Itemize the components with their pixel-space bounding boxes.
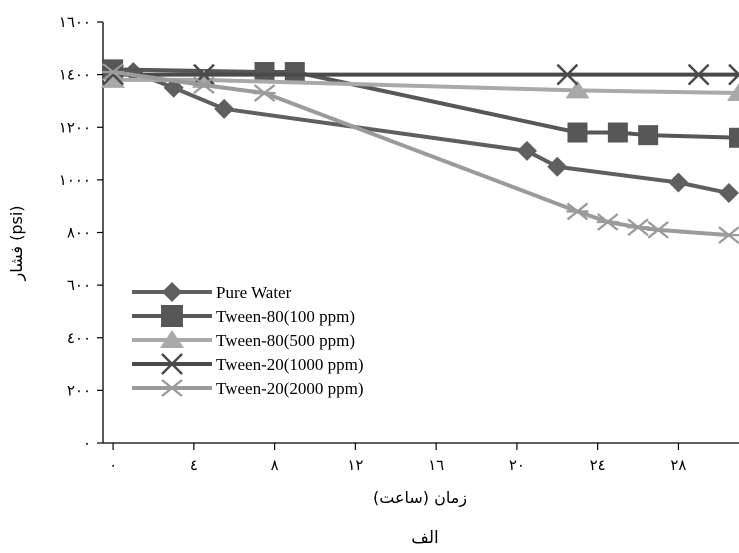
data-point — [254, 61, 275, 82]
legend-item: Tween-20(1000 ppm) — [132, 353, 364, 375]
data-point — [718, 183, 739, 204]
series-1 — [103, 59, 739, 148]
data-point — [717, 226, 739, 245]
data-point — [161, 353, 183, 375]
x-tick-label: ۱۲ — [347, 456, 363, 474]
legend-label: Tween-20(2000 ppm) — [216, 379, 364, 398]
y-tick-label: ٤۰۰ — [67, 329, 91, 347]
data-point — [162, 282, 182, 302]
data-point — [687, 63, 710, 86]
y-tick-label: ۸۰۰ — [67, 224, 91, 242]
y-tick-label: ۱۰۰۰ — [59, 171, 91, 189]
data-point — [102, 63, 125, 81]
data-point — [566, 202, 589, 221]
y-tick-label: ۱٦۰۰ — [59, 13, 91, 31]
legend-item: Tween-80(100 ppm) — [132, 305, 355, 327]
data-point — [727, 83, 739, 102]
data-point — [647, 220, 670, 239]
legend-label: Tween-80(500 ppm) — [216, 331, 355, 350]
data-point — [728, 63, 739, 86]
data-point — [192, 76, 215, 95]
data-point — [607, 122, 628, 143]
series-layer — [101, 59, 739, 245]
data-point — [214, 98, 235, 119]
data-point — [556, 63, 579, 86]
y-axis-title: فشار (psi) — [7, 205, 27, 281]
series-4 — [102, 63, 739, 245]
x-tick-label: ۱٦ — [428, 456, 444, 474]
data-point — [596, 213, 619, 231]
legend-label: Tween-80(100 ppm) — [216, 307, 355, 326]
data-point — [160, 330, 184, 348]
series-line — [112, 70, 730, 238]
y-tick-label: ۱٤۰۰ — [59, 66, 91, 84]
data-point — [668, 172, 689, 193]
x-tick-label: ۸ — [271, 456, 279, 474]
legend-label: Pure Water — [216, 283, 292, 302]
y-tick-label: ۰ — [83, 434, 91, 452]
data-point — [517, 140, 537, 161]
data-point — [193, 63, 215, 86]
data-point — [627, 218, 650, 237]
axes-layer: ۰ ۲۰۰ ٤۰۰ ٦۰۰ ۸۰۰ ۱۰۰۰ ۱۲۰۰ ۱٤۰۰ ۱٦۰۰ ۰ ٤ ۸ ۱۲ ۱٦ ۲۰ ۲٤… — [59, 13, 739, 474]
x-tick-label: ۰ — [109, 456, 117, 474]
legend-item: Pure Water — [132, 282, 292, 302]
y-tick-label: ٦۰۰ — [67, 276, 91, 294]
y-tick-label: ۲۰۰ — [67, 381, 91, 399]
x-tick-label: ۲۸ — [670, 456, 686, 474]
x-axis-title: زمان (ساعت) — [373, 488, 467, 508]
data-point — [284, 61, 305, 82]
series-3 — [102, 63, 739, 86]
x-tick-label: ٤ — [190, 456, 198, 474]
figure-caption: الف — [411, 528, 439, 548]
data-point — [101, 69, 126, 88]
legend-item: Tween-20(2000 ppm) — [132, 379, 364, 398]
legend-item: Tween-80(500 ppm) — [132, 330, 355, 350]
data-point — [161, 379, 183, 397]
data-point — [567, 122, 588, 143]
y-tick-label: ۱۲۰۰ — [59, 118, 91, 136]
data-point — [565, 80, 590, 99]
data-point — [638, 125, 659, 146]
data-point — [253, 84, 276, 102]
data-point — [161, 305, 183, 327]
legend-label: Tween-20(1000 ppm) — [216, 355, 364, 374]
legend: Pure Water Tween-80(100 ppm) Tween-80(500 … — [132, 282, 364, 398]
x-tick-label: ۲٤ — [590, 456, 606, 474]
x-tick-label: ۲۰ — [509, 456, 525, 474]
data-point — [729, 127, 739, 148]
data-point — [547, 156, 568, 177]
